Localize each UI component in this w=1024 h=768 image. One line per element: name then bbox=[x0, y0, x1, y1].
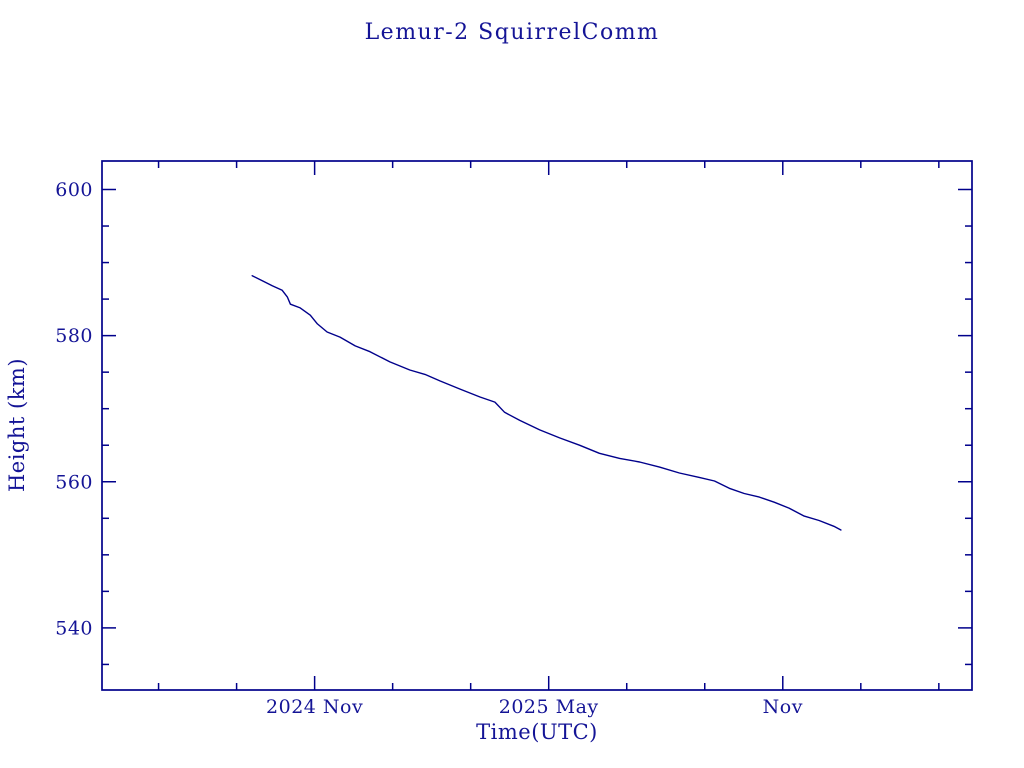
x-tick-label: 2025 May bbox=[499, 696, 599, 718]
x-tick-label: Nov bbox=[763, 696, 803, 718]
plot-area-border bbox=[101, 160, 973, 691]
axis-ticks bbox=[102, 161, 972, 690]
y-tick-label: 560 bbox=[55, 471, 93, 493]
x-axis-label: Time(UTC) bbox=[476, 720, 598, 744]
chart-title: Lemur-2 SquirrelComm bbox=[365, 20, 660, 45]
height-data-line bbox=[251, 275, 842, 531]
axis-tick-labels: 2024 Nov 2025 May Nov 540 560 580 600 bbox=[55, 179, 803, 718]
x-tick-label: 2024 Nov bbox=[266, 696, 363, 718]
y-axis-label: Height (km) bbox=[5, 358, 29, 492]
y-tick-label: 580 bbox=[55, 325, 93, 347]
y-tick-label: 540 bbox=[55, 617, 93, 639]
y-tick-label: 600 bbox=[55, 179, 93, 201]
